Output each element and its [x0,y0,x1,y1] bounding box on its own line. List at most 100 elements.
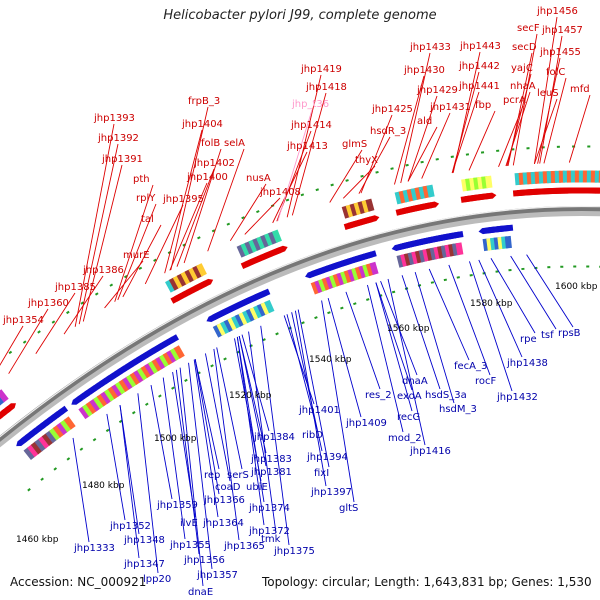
gene-label-reverse[interactable]: rpsB [558,328,581,339]
gene-label-forward[interactable]: jhp1354 [2,315,44,326]
gene-label-trna[interactable]: jhp_t36 [291,99,329,110]
gene-label-forward[interactable]: jhp1414 [290,120,332,131]
gene-label-forward[interactable]: secD [512,42,537,53]
gene-label-reverse[interactable]: jhp1375 [273,546,315,557]
gene-label-reverse[interactable]: fecA_3 [454,361,487,372]
gene-label-forward[interactable]: jhp1404 [181,119,223,130]
gene-label-reverse[interactable]: jhp1432 [496,392,538,403]
gene-label-forward[interactable]: pth [133,174,150,185]
gene-label-forward[interactable]: rplY [136,193,156,204]
gene-label-forward[interactable]: jhp1455 [539,47,581,58]
gene-label-forward[interactable]: jhp1431 [429,102,471,113]
gene-label-forward[interactable]: ald [417,116,432,127]
gene-label-forward[interactable]: jhp1392 [97,133,139,144]
gene-label-forward[interactable]: jhp1442 [458,61,500,72]
gene-label-forward[interactable]: tal [141,214,154,225]
gene-label-forward[interactable]: jhp1419 [300,64,342,75]
gene-label-forward[interactable]: jhp1360 [27,298,69,309]
gene-label-forward[interactable]: jhp1395 [162,194,204,205]
gene-label-forward[interactable]: nusA [246,173,271,184]
gene-label-forward[interactable]: jhp1457 [541,25,583,36]
gene-label-forward[interactable]: jhp1418 [305,82,347,93]
gene-label-forward[interactable]: folC [546,67,565,78]
gene-label-reverse[interactable]: jhp1357 [196,570,238,581]
gene-label-reverse[interactable]: jhp1366 [203,495,245,506]
gene-label-forward[interactable]: frpB_3 [188,96,220,107]
gene-label-forward[interactable]: jhp1402 [193,158,235,169]
gene-label-reverse[interactable]: ribD [302,430,323,441]
gene-label-forward[interactable]: jhp1441 [458,81,500,92]
gene-label-forward[interactable]: pcrA [503,95,526,106]
gene-label-forward[interactable]: jhp1391 [101,154,143,165]
gene-label-reverse[interactable]: jhp1416 [409,446,451,457]
gene-label-reverse[interactable]: jhp1355 [169,540,211,551]
gene-label-reverse[interactable]: jhp1348 [123,535,165,546]
gene-content-bar [133,369,145,383]
gene-label-reverse[interactable]: jhp1365 [223,541,265,552]
gene-label-forward[interactable]: jhp1433 [409,42,451,53]
gene-label-reverse[interactable]: jhp1333 [73,543,115,554]
gene-label-forward[interactable]: yajC [511,63,533,74]
gene-label-reverse[interactable]: exoA [397,391,422,402]
leader-line [137,393,159,574]
gene-label-forward[interactable]: jhp1425 [371,104,413,115]
gene-label-reverse[interactable]: tsf [541,330,554,341]
forward-gene-arrow [426,201,440,209]
gene-label-reverse[interactable]: serS [227,470,249,481]
gene-label-forward[interactable]: mfd [570,84,590,95]
gene-label-forward[interactable]: hsdR_3 [370,126,406,137]
gene-label-reverse[interactable]: hsdS_3a [425,390,467,401]
gene-label-forward[interactable]: jhp1400 [186,172,228,183]
gene-label-reverse[interactable]: rpe [520,334,537,345]
gene-label-reverse[interactable]: jhp1359 [156,500,198,511]
gene-label-reverse[interactable]: jhp1372 [248,526,290,537]
gene-label-forward[interactable]: fbp [475,100,491,111]
gene-label-reverse[interactable]: fixI [314,468,329,479]
gene-label-forward[interactable]: jhp1386 [82,265,124,276]
gene-label-reverse[interactable]: rep [204,470,220,481]
gene-label-reverse[interactable]: jhp1383 [250,454,292,465]
gene-label-reverse[interactable]: jhp1397 [310,487,352,498]
gene-label-reverse[interactable]: mod_2 [388,433,422,444]
gene-label-forward[interactable]: leuS [537,88,559,99]
tick-mark [360,174,364,178]
gene-label-reverse[interactable]: jhp1381 [250,467,292,478]
gene-label-forward[interactable]: jhp1408 [259,187,301,198]
gene-label-reverse[interactable]: hsdM_3 [439,404,477,415]
gene-label-reverse[interactable]: res_2 [365,390,392,401]
gene-label-reverse[interactable]: rocF [475,376,497,387]
gene-label-forward[interactable]: glmS [342,139,367,150]
gene-label-reverse[interactable]: recG [397,412,420,423]
gene-label-forward[interactable]: secF [517,23,540,34]
gene-label-forward[interactable]: selA [224,138,245,149]
gene-label-reverse[interactable]: jhp1356 [183,555,225,566]
gene-label-reverse[interactable]: jhp1364 [202,518,244,529]
gene-label-reverse[interactable]: jhp1394 [306,452,348,463]
gene-label-reverse[interactable]: jhp1438 [506,358,548,369]
gene-label-reverse[interactable]: gltS [339,503,358,514]
gene-label-reverse[interactable]: tmk [261,534,281,545]
gene-label-forward[interactable]: jhp1430 [403,65,445,76]
gene-label-forward[interactable]: thyX [355,155,378,166]
gene-label-reverse[interactable]: jhp1401 [298,405,340,416]
gene-label-forward[interactable]: jhp1443 [459,41,501,52]
gene-label-forward[interactable]: murE [123,250,150,261]
gene-label-reverse[interactable]: dnaE [188,587,213,598]
gene-label-forward[interactable]: jhp1413 [286,141,328,152]
gene-label-reverse[interactable]: jhp1347 [123,559,165,570]
gene-label-reverse[interactable]: jhp1384 [253,432,295,443]
gene-label-forward[interactable]: jhp1393 [93,113,135,124]
gene-label-forward[interactable]: jhp1456 [536,6,578,17]
gene-label-forward[interactable]: jhp1385 [54,282,96,293]
gene-label-reverse[interactable]: jhp1374 [248,503,290,514]
gene-label-forward[interactable]: nhaA [510,81,536,92]
gene-label-forward[interactable]: folB [201,138,220,149]
gene-label-reverse[interactable]: jhp1352 [109,521,151,532]
gene-label-reverse[interactable]: ilvE [180,518,198,529]
gene-label-reverse[interactable]: lpp20 [143,574,171,585]
gene-label-reverse[interactable]: dnaA [402,376,428,387]
gene-label-reverse[interactable]: ubiE [246,482,268,493]
gene-label-reverse[interactable]: coaD [215,482,241,493]
gene-label-forward[interactable]: jhp1429 [416,85,458,96]
gene-label-reverse[interactable]: jhp1409 [345,418,387,429]
